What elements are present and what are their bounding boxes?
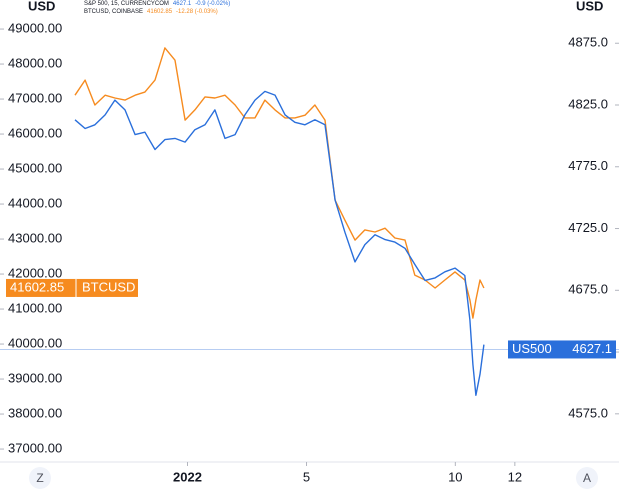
scale-button[interactable]: A: [576, 467, 598, 489]
last-value-label: 4627.1: [572, 341, 612, 356]
last-value-name: BTCUSD: [82, 279, 135, 294]
legend-last_value: 41602.85: [147, 9, 173, 15]
button-label[interactable]: Z: [36, 471, 43, 485]
y2-unit: USD: [576, 0, 603, 13]
legend-line: BTCUSD, COINBASE 41602.85 -12.28 (-0.03%): [84, 9, 218, 15]
y-tick-label: 41000.00: [8, 300, 62, 315]
y-tick-label: 44000.00: [8, 195, 62, 210]
y2-tick-label: 4675.0: [568, 282, 608, 297]
legend-line: S&P 500, 15, CURRENCYCOM 4627.1 -0.9 (-0.0…: [84, 1, 230, 7]
y-tick-label: 46000.00: [8, 125, 62, 140]
y-tick-label: 45000.00: [8, 160, 62, 175]
y-tick-label: 38000.00: [8, 405, 62, 420]
series-line: [74, 47, 485, 319]
legend-source: BTCUSD, COINBASE: [84, 9, 143, 15]
legend-last_value: 4627.1: [173, 1, 192, 7]
y-tick-label: 39000.00: [8, 370, 62, 385]
scale-button[interactable]: Z: [29, 467, 51, 489]
y-tick-label: 48000.00: [8, 55, 62, 70]
y-tick-label: 43000.00: [8, 230, 62, 245]
y-tick-label: 47000.00: [8, 90, 62, 105]
last-value-box: [6, 278, 138, 297]
last-value-name: US500: [512, 341, 552, 356]
legend-source: S&P 500, 15, CURRENCYCOM: [84, 1, 169, 7]
y2-tick-label: 4575.0: [568, 405, 608, 420]
y2-tick-label: 4775.0: [568, 158, 608, 173]
legend-change: -0.9 (-0.02%): [195, 1, 230, 7]
y2-tick-label: 4875.0: [568, 35, 608, 50]
last-value-label: 41602.85: [10, 279, 64, 294]
y2-tick-label: 4725.0: [568, 220, 608, 235]
unit-box: [570, 0, 608, 16]
x-tick-label: 12: [508, 469, 522, 484]
y-tick-label: 49000.00: [8, 20, 62, 35]
y-tick-label: 37000.00: [8, 440, 62, 455]
x-tick-label: 2022: [173, 469, 202, 484]
unit-box: [24, 0, 60, 14]
y-tick-label: 40000.00: [8, 335, 62, 350]
button-bg: [576, 467, 598, 489]
y-tick-label: 42000.00: [8, 265, 62, 280]
y-unit: USD: [28, 0, 55, 13]
button-label[interactable]: A: [583, 471, 591, 485]
legend-change: -12.28 (-0.03%): [176, 9, 218, 15]
button-bg: [29, 467, 51, 489]
x-tick-label: 5: [303, 469, 310, 484]
x-tick-label: 10: [448, 469, 462, 484]
y2-tick-label: 4825.0: [568, 96, 608, 111]
last-value-box: [508, 340, 616, 359]
series-line: [74, 90, 485, 396]
